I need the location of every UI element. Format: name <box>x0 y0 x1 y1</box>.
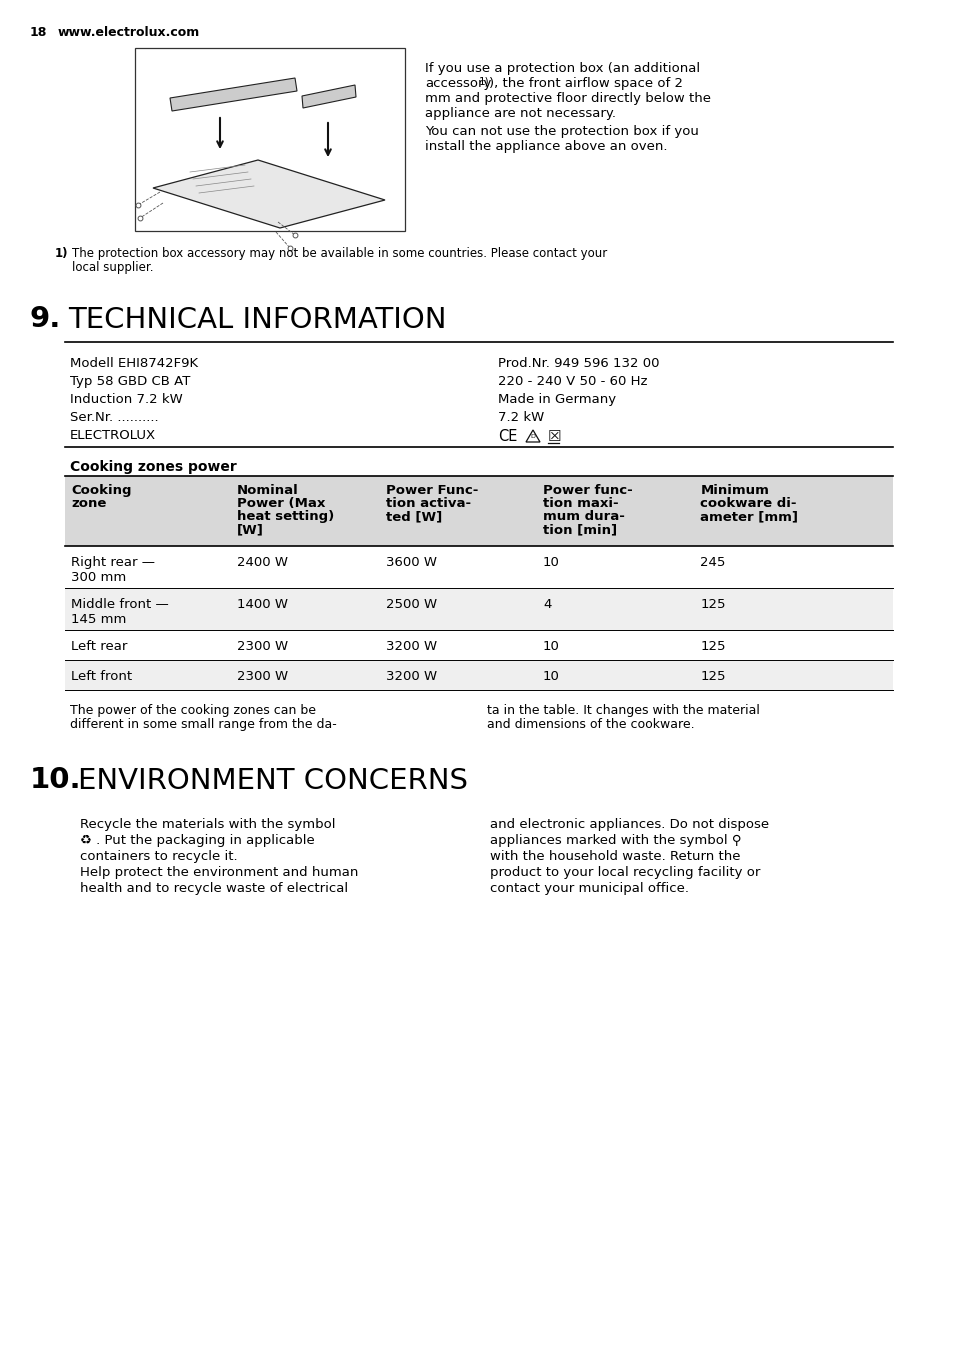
Text: 145 mm: 145 mm <box>71 612 126 626</box>
Polygon shape <box>302 85 355 108</box>
Text: ted [W]: ted [W] <box>385 510 441 523</box>
Text: ameter [mm]: ameter [mm] <box>700 510 798 523</box>
Text: The protection box accessory may not be available in some countries. Please cont: The protection box accessory may not be … <box>71 247 607 260</box>
Text: Cooking: Cooking <box>71 484 132 498</box>
Text: Help protect the environment and human: Help protect the environment and human <box>80 867 358 879</box>
Text: ta in the table. It changes with the material: ta in the table. It changes with the mat… <box>486 704 760 717</box>
Text: 1): 1) <box>55 247 69 260</box>
Text: 3200 W: 3200 W <box>385 671 436 683</box>
Text: 1): 1) <box>478 77 489 87</box>
Text: ENVIRONMENT CONCERNS: ENVIRONMENT CONCERNS <box>78 767 468 795</box>
Text: Made in Germany: Made in Germany <box>497 393 616 406</box>
Text: CE: CE <box>497 429 517 443</box>
Text: 300 mm: 300 mm <box>71 571 126 584</box>
Bar <box>135 49 405 231</box>
Text: tion [min]: tion [min] <box>542 523 617 535</box>
Text: Left front: Left front <box>71 671 132 683</box>
Text: health and to recycle waste of electrical: health and to recycle waste of electrica… <box>80 882 348 895</box>
Text: and dimensions of the cookware.: and dimensions of the cookware. <box>486 718 694 731</box>
Text: The power of the cooking zones can be: The power of the cooking zones can be <box>70 704 315 717</box>
Text: 125: 125 <box>700 598 725 611</box>
Text: 125: 125 <box>700 639 725 653</box>
Text: local supplier.: local supplier. <box>71 261 153 274</box>
Text: with the household waste. Return the: with the household waste. Return the <box>490 850 740 863</box>
Text: mum dura-: mum dura- <box>542 510 624 523</box>
Text: tion activa-: tion activa- <box>385 498 470 510</box>
Bar <box>65 546 892 588</box>
Text: Nominal: Nominal <box>236 484 298 498</box>
Text: cookware di-: cookware di- <box>700 498 796 510</box>
Text: Power func-: Power func- <box>542 484 632 498</box>
Text: 2400 W: 2400 W <box>236 556 287 569</box>
Text: 3600 W: 3600 W <box>385 556 436 569</box>
Polygon shape <box>170 78 296 111</box>
Text: Modell EHI8742F9K: Modell EHI8742F9K <box>70 357 198 370</box>
Text: You can not use the protection box if you: You can not use the protection box if yo… <box>424 124 699 138</box>
Text: product to your local recycling facility or: product to your local recycling facility… <box>490 867 760 879</box>
Text: 2300 W: 2300 W <box>236 639 288 653</box>
Text: Left rear: Left rear <box>71 639 128 653</box>
Text: 245: 245 <box>700 556 725 569</box>
Text: ), the front airflow space of 2: ), the front airflow space of 2 <box>489 77 682 91</box>
Text: 7.2 kW: 7.2 kW <box>497 411 543 425</box>
Text: Power Func-: Power Func- <box>385 484 477 498</box>
Text: Middle front —: Middle front — <box>71 598 169 611</box>
Text: 10: 10 <box>542 556 559 569</box>
Text: containers to recycle it.: containers to recycle it. <box>80 850 237 863</box>
Text: 18: 18 <box>30 26 48 39</box>
Polygon shape <box>525 430 539 442</box>
Text: 10: 10 <box>542 671 559 683</box>
Text: 4: 4 <box>542 598 551 611</box>
Text: Cooking zones power: Cooking zones power <box>70 460 236 475</box>
Text: Typ 58 GBD CB AT: Typ 58 GBD CB AT <box>70 375 191 388</box>
Bar <box>65 476 892 546</box>
Text: Power (Max: Power (Max <box>236 498 325 510</box>
Text: Ser.Nr. ..........: Ser.Nr. .......... <box>70 411 158 425</box>
Bar <box>65 588 892 630</box>
Text: 220 - 240 V 50 - 60 Hz: 220 - 240 V 50 - 60 Hz <box>497 375 647 388</box>
Text: www.electrolux.com: www.electrolux.com <box>58 26 200 39</box>
Text: ☒: ☒ <box>547 429 561 443</box>
Text: Minimum: Minimum <box>700 484 768 498</box>
Text: Right rear —: Right rear — <box>71 556 154 569</box>
Text: 10: 10 <box>542 639 559 653</box>
Text: 9.: 9. <box>30 306 61 333</box>
Text: Induction 7.2 kW: Induction 7.2 kW <box>70 393 183 406</box>
Bar <box>65 660 892 690</box>
Text: and electronic appliances. Do not dispose: and electronic appliances. Do not dispos… <box>490 818 768 831</box>
Polygon shape <box>152 160 385 228</box>
Text: Recycle the materials with the symbol: Recycle the materials with the symbol <box>80 818 335 831</box>
Text: zone: zone <box>71 498 107 510</box>
Text: 1400 W: 1400 W <box>236 598 287 611</box>
Text: contact your municipal office.: contact your municipal office. <box>490 882 688 895</box>
Text: TECHNICAL INFORMATION: TECHNICAL INFORMATION <box>68 306 446 334</box>
Text: ♻ . Put the packaging in applicable: ♻ . Put the packaging in applicable <box>80 834 314 846</box>
Text: [W]: [W] <box>236 523 263 535</box>
Text: install the appliance above an oven.: install the appliance above an oven. <box>424 141 667 153</box>
Text: 125: 125 <box>700 671 725 683</box>
Text: If you use a protection box (an additional: If you use a protection box (an addition… <box>424 62 700 74</box>
Text: accessory: accessory <box>424 77 491 91</box>
Text: ELECTROLUX: ELECTROLUX <box>70 429 156 442</box>
Text: 3200 W: 3200 W <box>385 639 436 653</box>
Text: Prod.Nr. 949 596 132 00: Prod.Nr. 949 596 132 00 <box>497 357 659 370</box>
Text: appliance are not necessary.: appliance are not necessary. <box>424 107 616 120</box>
Text: 2300 W: 2300 W <box>236 671 288 683</box>
Text: appliances marked with the symbol ⚲: appliances marked with the symbol ⚲ <box>490 834 740 846</box>
Bar <box>65 630 892 660</box>
Text: D: D <box>530 434 535 439</box>
Text: heat setting): heat setting) <box>236 510 334 523</box>
Text: 2500 W: 2500 W <box>385 598 436 611</box>
Text: different in some small range from the da-: different in some small range from the d… <box>70 718 336 731</box>
Text: tion maxi-: tion maxi- <box>542 498 618 510</box>
Text: 10.: 10. <box>30 767 82 794</box>
Text: mm and protective floor directly below the: mm and protective floor directly below t… <box>424 92 710 105</box>
